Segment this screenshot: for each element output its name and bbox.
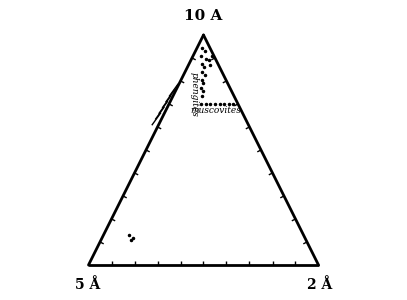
Text: 10 A: 10 A — [184, 10, 223, 23]
Text: phengites: phengites — [189, 72, 198, 117]
Text: 2 Å: 2 Å — [307, 278, 332, 292]
Text: 5 Å: 5 Å — [75, 278, 100, 292]
Text: muscovites: muscovites — [191, 106, 242, 115]
